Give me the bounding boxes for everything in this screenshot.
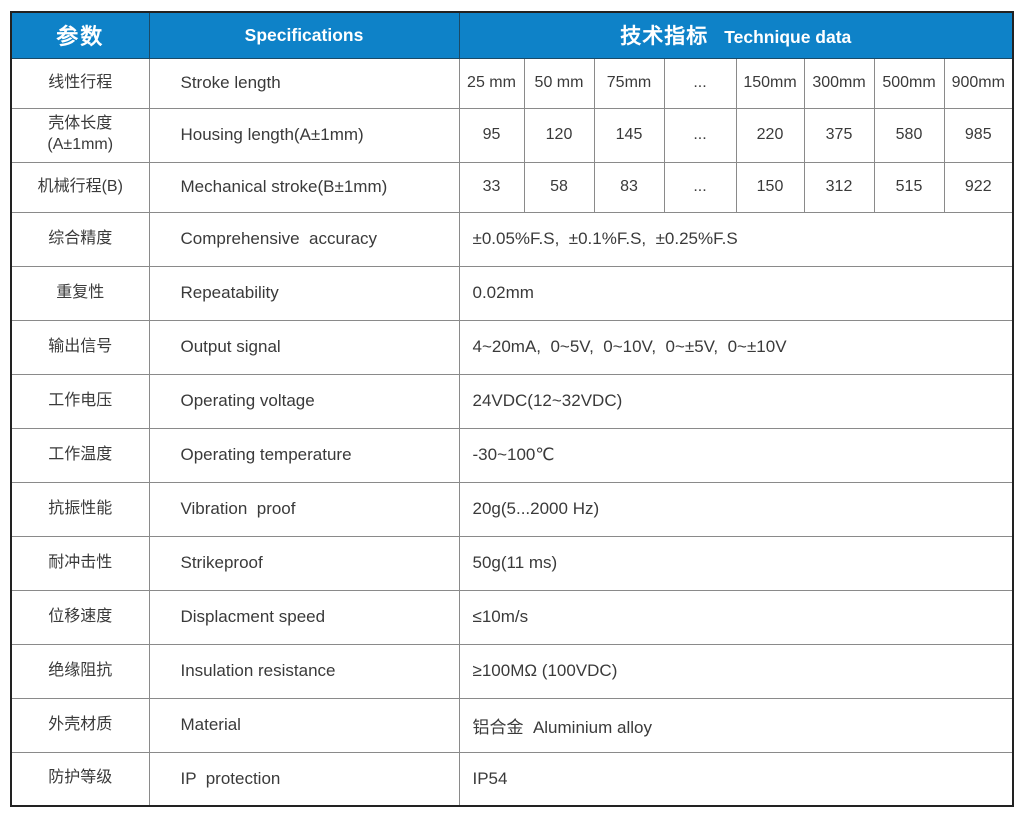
value-cell: ... — [663, 161, 737, 213]
param-cell: 壳体长度 (A±1mm) — [10, 107, 150, 163]
value-cell: 300mm — [803, 57, 875, 109]
param-line1: 壳体长度 — [48, 115, 113, 133]
param-cell: 耐冲击性 — [10, 535, 150, 591]
value-cell: 58 — [523, 161, 595, 213]
table-row-comprehensive-accuracy: 综合精度 Comprehensive accuracy ±0.05%F.S, ±… — [10, 211, 1014, 267]
technical-specifications-table: 参数 Specifications 技术指标 Technique data 线性行… — [10, 11, 1014, 807]
table-row-output-signal: 输出信号 Output signal 4~20mA, 0~5V, 0~10V, … — [10, 319, 1014, 375]
value-cell: 515 — [873, 161, 945, 213]
table-row-displacement-speed: 位移速度 Displacment speed ≤10m/s — [10, 589, 1014, 645]
value-cell: 20g(5...2000 Hz) — [458, 481, 1014, 537]
table-row-housing-length: 壳体长度 (A±1mm) Housing length(A±1mm) 95 12… — [10, 107, 1014, 163]
spec-cell: Operating temperature — [148, 427, 460, 483]
value-cell: 33 — [458, 161, 525, 213]
table-row-stroke-length: 线性行程 Stroke length 25 mm 50 mm 75mm ... … — [10, 57, 1014, 109]
param-cell: 外壳材质 — [10, 697, 150, 753]
table-row-vibration-proof: 抗振性能 Vibration proof 20g(5...2000 Hz) — [10, 481, 1014, 537]
param-cell: 抗振性能 — [10, 481, 150, 537]
value-cell: 铝合金 Aluminium alloy — [458, 697, 1014, 753]
header-technique-data-cn: 技术指标 — [620, 25, 709, 49]
value-cell: 500mm — [873, 57, 945, 109]
value-cell: 50 mm — [523, 57, 595, 109]
param-cell: 防护等级 — [10, 751, 150, 807]
spec-cell: Material — [148, 697, 460, 753]
spec-cell: Mechanical stroke(B±1mm) — [148, 161, 460, 213]
value-cell: 150mm — [735, 57, 805, 109]
param-cell: 线性行程 — [10, 57, 150, 109]
table-row-insulation-resistance: 绝缘阻抗 Insulation resistance ≥100MΩ (100VD… — [10, 643, 1014, 699]
table-row-material: 外壳材质 Material 铝合金 Aluminium alloy — [10, 697, 1014, 753]
spec-cell: Comprehensive accuracy — [148, 211, 460, 267]
spec-cell: Stroke length — [148, 57, 460, 109]
value-cell: 25 mm — [458, 57, 525, 109]
value-cell: 900mm — [943, 57, 1014, 109]
value-cell: 120 — [523, 107, 595, 163]
spec-cell: Vibration proof — [148, 481, 460, 537]
header-specifications: Specifications — [148, 11, 460, 59]
spec-cell: Output signal — [148, 319, 460, 375]
header-technique-data-en: Technique data — [724, 27, 852, 48]
param-cell: 综合精度 — [10, 211, 150, 267]
spec-cell: Insulation resistance — [148, 643, 460, 699]
param-cell: 绝缘阻抗 — [10, 643, 150, 699]
spec-cell: Housing length(A±1mm) — [148, 107, 460, 163]
table-row-ip-protection: 防护等级 IP protection IP54 — [10, 751, 1014, 807]
spec-cell: Repeatability — [148, 265, 460, 321]
header-row: 参数 Specifications 技术指标 Technique data — [10, 11, 1014, 59]
value-cell: -30~100℃ — [458, 427, 1014, 483]
value-cell: 50g(11 ms) — [458, 535, 1014, 591]
value-cell: IP54 — [458, 751, 1014, 807]
value-cell: 83 — [593, 161, 665, 213]
table-row-strikeproof: 耐冲击性 Strikeproof 50g(11 ms) — [10, 535, 1014, 591]
table-row-repeatability: 重复性 Repeatability 0.02mm — [10, 265, 1014, 321]
spec-cell: Operating voltage — [148, 373, 460, 429]
value-cell: 375 — [803, 107, 875, 163]
param-cell: 工作温度 — [10, 427, 150, 483]
param-line2: (A±1mm) — [47, 136, 114, 153]
value-cell: 220 — [735, 107, 805, 163]
value-cell: 4~20mA, 0~5V, 0~10V, 0~±5V, 0~±10V — [458, 319, 1014, 375]
spec-cell: IP protection — [148, 751, 460, 807]
value-cell: 0.02mm — [458, 265, 1014, 321]
header-technique-data: 技术指标 Technique data — [458, 11, 1014, 59]
value-cell: ... — [663, 57, 737, 109]
value-cell: 985 — [943, 107, 1014, 163]
value-cell: 150 — [735, 161, 805, 213]
value-cell: 95 — [458, 107, 525, 163]
header-parameters: 参数 — [10, 11, 150, 59]
table-row-operating-voltage: 工作电压 Operating voltage 24VDC(12~32VDC) — [10, 373, 1014, 429]
spec-cell: Displacment speed — [148, 589, 460, 645]
value-cell: 922 — [943, 161, 1014, 213]
param-cell: 位移速度 — [10, 589, 150, 645]
param-cell: 机械行程(B) — [10, 161, 150, 213]
table-row-mechanical-stroke: 机械行程(B) Mechanical stroke(B±1mm) 33 58 8… — [10, 161, 1014, 213]
value-cell: ≤10m/s — [458, 589, 1014, 645]
param-cell: 输出信号 — [10, 319, 150, 375]
value-cell: ±0.05%F.S, ±0.1%F.S, ±0.25%F.S — [458, 211, 1014, 267]
value-cell: 75mm — [593, 57, 665, 109]
value-cell: 312 — [803, 161, 875, 213]
value-cell: 145 — [593, 107, 665, 163]
value-cell: ≥100MΩ (100VDC) — [458, 643, 1014, 699]
spec-cell: Strikeproof — [148, 535, 460, 591]
value-cell: 24VDC(12~32VDC) — [458, 373, 1014, 429]
value-cell: ... — [663, 107, 737, 163]
param-cell: 重复性 — [10, 265, 150, 321]
value-cell: 580 — [873, 107, 945, 163]
param-cell: 工作电压 — [10, 373, 150, 429]
table-row-operating-temperature: 工作温度 Operating temperature -30~100℃ — [10, 427, 1014, 483]
